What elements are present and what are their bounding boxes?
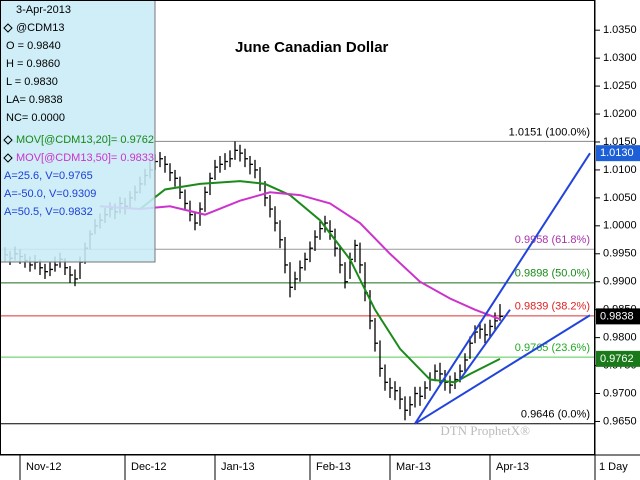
legend-label: MOV[@CDM13,20]= 0.9762 [16,134,154,146]
x-tick-label: Jan-13 [221,461,255,473]
y-tick-label: 1.0000 [603,220,637,232]
ma-line [99,191,501,321]
info-text: A=25.6, V=0.9765 [4,170,93,182]
legend-icon [3,153,13,163]
info-text: L = 0.9830 [6,76,58,88]
info-text: A=50.5, V=0.9832 [4,206,93,218]
y-tick-label: 1.0200 [603,108,637,120]
value-marker-label: 1.0130 [600,147,634,159]
y-tick-label: 1.0100 [603,164,637,176]
plot: 1.0151 (100.0%) 0.9958 (61.8%) 0.9898 (50.… [0,0,595,425]
y-tick-label: 0.9700 [603,387,637,399]
y-tick-label: 1.0300 [603,52,637,64]
trend-line [459,309,511,381]
x-tick-label: Mar-13 [396,461,431,473]
x-tick-label: Nov-12 [26,461,61,473]
legend-icon [3,135,13,145]
trend-line [414,152,591,425]
value-marker [596,350,640,367]
y-tick-label: 0.9800 [603,332,637,344]
value-marker [596,308,640,325]
info-text: O = 0.9840 [6,40,61,52]
value-marker-label: 0.9762 [600,353,634,365]
info-box [0,0,156,263]
legend-label: MOV[@CDM13,50]= 0.9833 [16,152,154,164]
info-text: H = 0.9860 [6,58,60,70]
info-text: LA= 0.9838 [6,94,63,106]
legend-icon [3,23,13,33]
level-label: 0.9646 (0.0%) [521,409,590,421]
x-tick-label: Apr-13 [496,461,529,473]
level-label: 0.9958 (61.8%) [515,234,590,246]
level-label: 0.9898 (50.0%) [515,268,590,280]
y-tick-label: 1.0250 [603,80,637,92]
info-text: @CDM13 [16,22,64,34]
y-tick-label: 1.0350 [603,24,637,36]
watermark: DTN ProphetX® [440,423,530,438]
x-tick-label: Dec-12 [131,461,166,473]
ma-line [139,180,501,384]
value-marker-label: 0.9838 [600,310,634,322]
value-marker [596,145,640,162]
x-tick-label: Feb-13 [316,461,351,473]
trend-line [414,314,591,425]
chart-title: June Canadian Dollar [235,39,389,56]
y-tick-label: 0.9950 [603,248,637,260]
y-tick-label: 0.9900 [603,276,637,288]
level-label: 1.0151 (100.0%) [509,126,590,138]
period-label: 1 Day [599,461,628,473]
info-text: NC= 0.0000 [6,112,65,124]
y-tick-label: 1.0150 [603,136,637,148]
info-text: 3-Apr-2013 [16,4,71,16]
info-text: A=-50.0, V=0.9309 [4,188,96,200]
y-tick-label: 1.0050 [603,192,637,204]
y-tick-label: 0.9650 [603,415,637,427]
level-label: 0.9765 (23.6%) [515,342,590,354]
level-label: 0.9839 (38.2%) [515,301,590,313]
